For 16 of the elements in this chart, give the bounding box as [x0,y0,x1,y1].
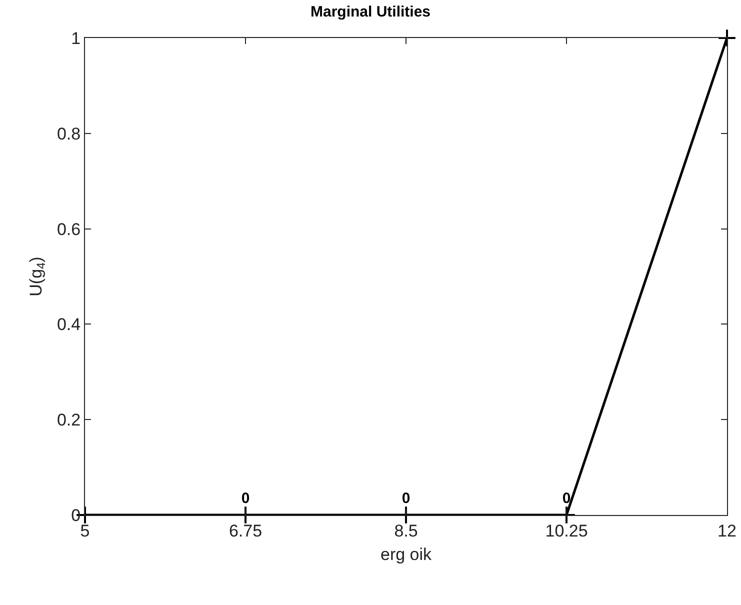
y-tick-label: 0.4 [56,315,81,334]
x-tick-label: 12 [718,521,736,540]
x-tick-label: 10.25 [545,521,588,540]
x-tick-label: 8.5 [394,521,418,540]
y-tick-label: 0.2 [56,410,81,430]
y-tick-label: 0.8 [56,124,81,144]
x-tick-label: 6.75 [228,521,262,540]
data-label: 0 [402,490,410,507]
y-tick-label: 0 [71,506,81,525]
y-tick-label: 1 [71,28,81,48]
data-label: 0 [241,490,250,507]
x-axis-title: erg oik [380,544,432,564]
x-tick-label: 5 [80,521,90,540]
data-label: 0 [562,490,571,507]
chart-title: Marginal Utilities [310,4,431,21]
y-tick-label: 0.6 [56,220,81,239]
